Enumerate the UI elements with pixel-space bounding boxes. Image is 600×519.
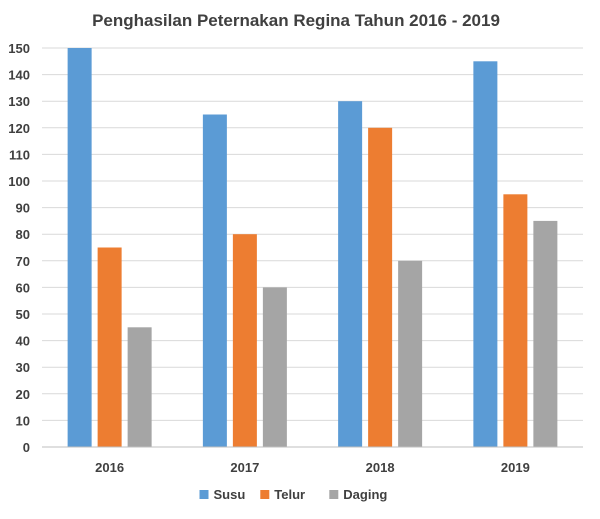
bar-telur-2016 xyxy=(97,247,122,447)
y-tick-label: 120 xyxy=(8,121,30,136)
x-tick-label: 2017 xyxy=(230,460,259,475)
bar-susu-2017 xyxy=(202,114,227,447)
legend: Susu Telur Daging xyxy=(199,487,387,502)
x-tick-label: 2018 xyxy=(366,460,395,475)
bar-telur-2017 xyxy=(232,234,257,447)
y-tick-label: 110 xyxy=(9,147,30,162)
legend-label-daging: Daging xyxy=(343,487,387,502)
y-tick-label: 130 xyxy=(8,94,30,109)
gridlines xyxy=(42,47,583,421)
bar-telur-2018 xyxy=(368,127,393,448)
y-axis-ticks: 0 10 20 30 40 50 60 70 80 90 100 110 120 130 140 150 xyxy=(8,41,30,455)
chart-title: Penghasilan Peternakan Regina Tahun 2016… xyxy=(92,11,500,30)
y-tick-label: 20 xyxy=(16,387,30,402)
y-tick-label: 50 xyxy=(16,307,30,322)
x-axis-ticks: 2016 2017 2018 2019 xyxy=(95,460,530,475)
y-tick-label: 30 xyxy=(16,360,30,375)
legend-swatch-susu xyxy=(199,490,209,499)
y-tick-label: 10 xyxy=(16,413,30,428)
bar-susu-2016 xyxy=(67,48,92,447)
bars xyxy=(67,48,558,448)
legend-swatch-daging xyxy=(329,490,339,499)
y-tick-label: 40 xyxy=(16,334,30,349)
y-tick-label: 150 xyxy=(8,41,30,56)
bar-daging-2018 xyxy=(398,260,423,447)
bar-susu-2018 xyxy=(338,101,363,447)
y-tick-label: 0 xyxy=(23,440,30,455)
y-tick-label: 140 xyxy=(8,68,30,83)
x-tick-label: 2016 xyxy=(95,460,124,475)
legend-label-telur: Telur xyxy=(274,487,305,502)
y-tick-label: 60 xyxy=(16,280,30,295)
y-tick-label: 90 xyxy=(16,201,30,216)
legend-swatch-telur xyxy=(260,490,270,499)
bar-telur-2019 xyxy=(503,194,528,447)
x-tick-label: 2019 xyxy=(501,460,530,475)
y-tick-label: 80 xyxy=(16,227,30,242)
bar-daging-2016 xyxy=(127,327,152,447)
bar-susu-2019 xyxy=(473,61,498,448)
legend-label-susu: Susu xyxy=(214,487,246,502)
y-tick-label: 100 xyxy=(8,174,30,189)
bar-daging-2019 xyxy=(533,220,558,447)
bar-daging-2017 xyxy=(262,287,287,447)
y-tick-label: 70 xyxy=(16,254,30,269)
